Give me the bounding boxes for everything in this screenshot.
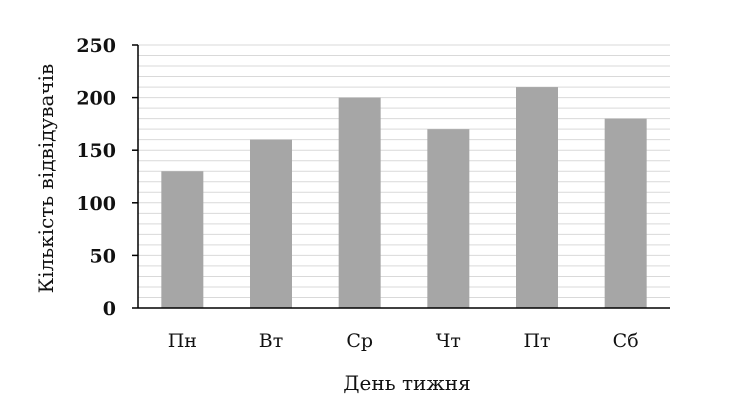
bar [161,171,204,308]
x-tick-labels: Пн Вт Ср Чт Пт Сб [168,330,639,352]
y-tick-label: 100 [76,193,116,215]
x-tick-label: Пт [523,330,550,352]
y-tick-label: 50 [90,245,116,267]
bar [604,118,647,308]
y-tick-labels: 0 50 100 150 200 250 [76,35,138,320]
x-axis-title: День тижня [343,371,470,395]
x-tick-label: Чт [436,330,461,352]
y-tick-label: 150 [76,140,116,162]
x-tick-label: Вт [259,330,283,352]
y-axis-title: Кількість відвідувачів [34,64,58,294]
bar [338,97,381,308]
y-tick-label: 0 [103,298,116,320]
axes [137,45,670,309]
y-tick-label: 250 [76,35,116,57]
x-tick-label: Ср [346,330,373,352]
x-tick-label: Сб [613,330,639,352]
x-tick-label: Пн [168,330,197,352]
bar [516,87,558,308]
bar [427,129,470,308]
grid-lines [138,44,670,298]
y-tick-label: 200 [76,88,116,110]
bar [250,139,292,308]
bars [161,87,647,308]
